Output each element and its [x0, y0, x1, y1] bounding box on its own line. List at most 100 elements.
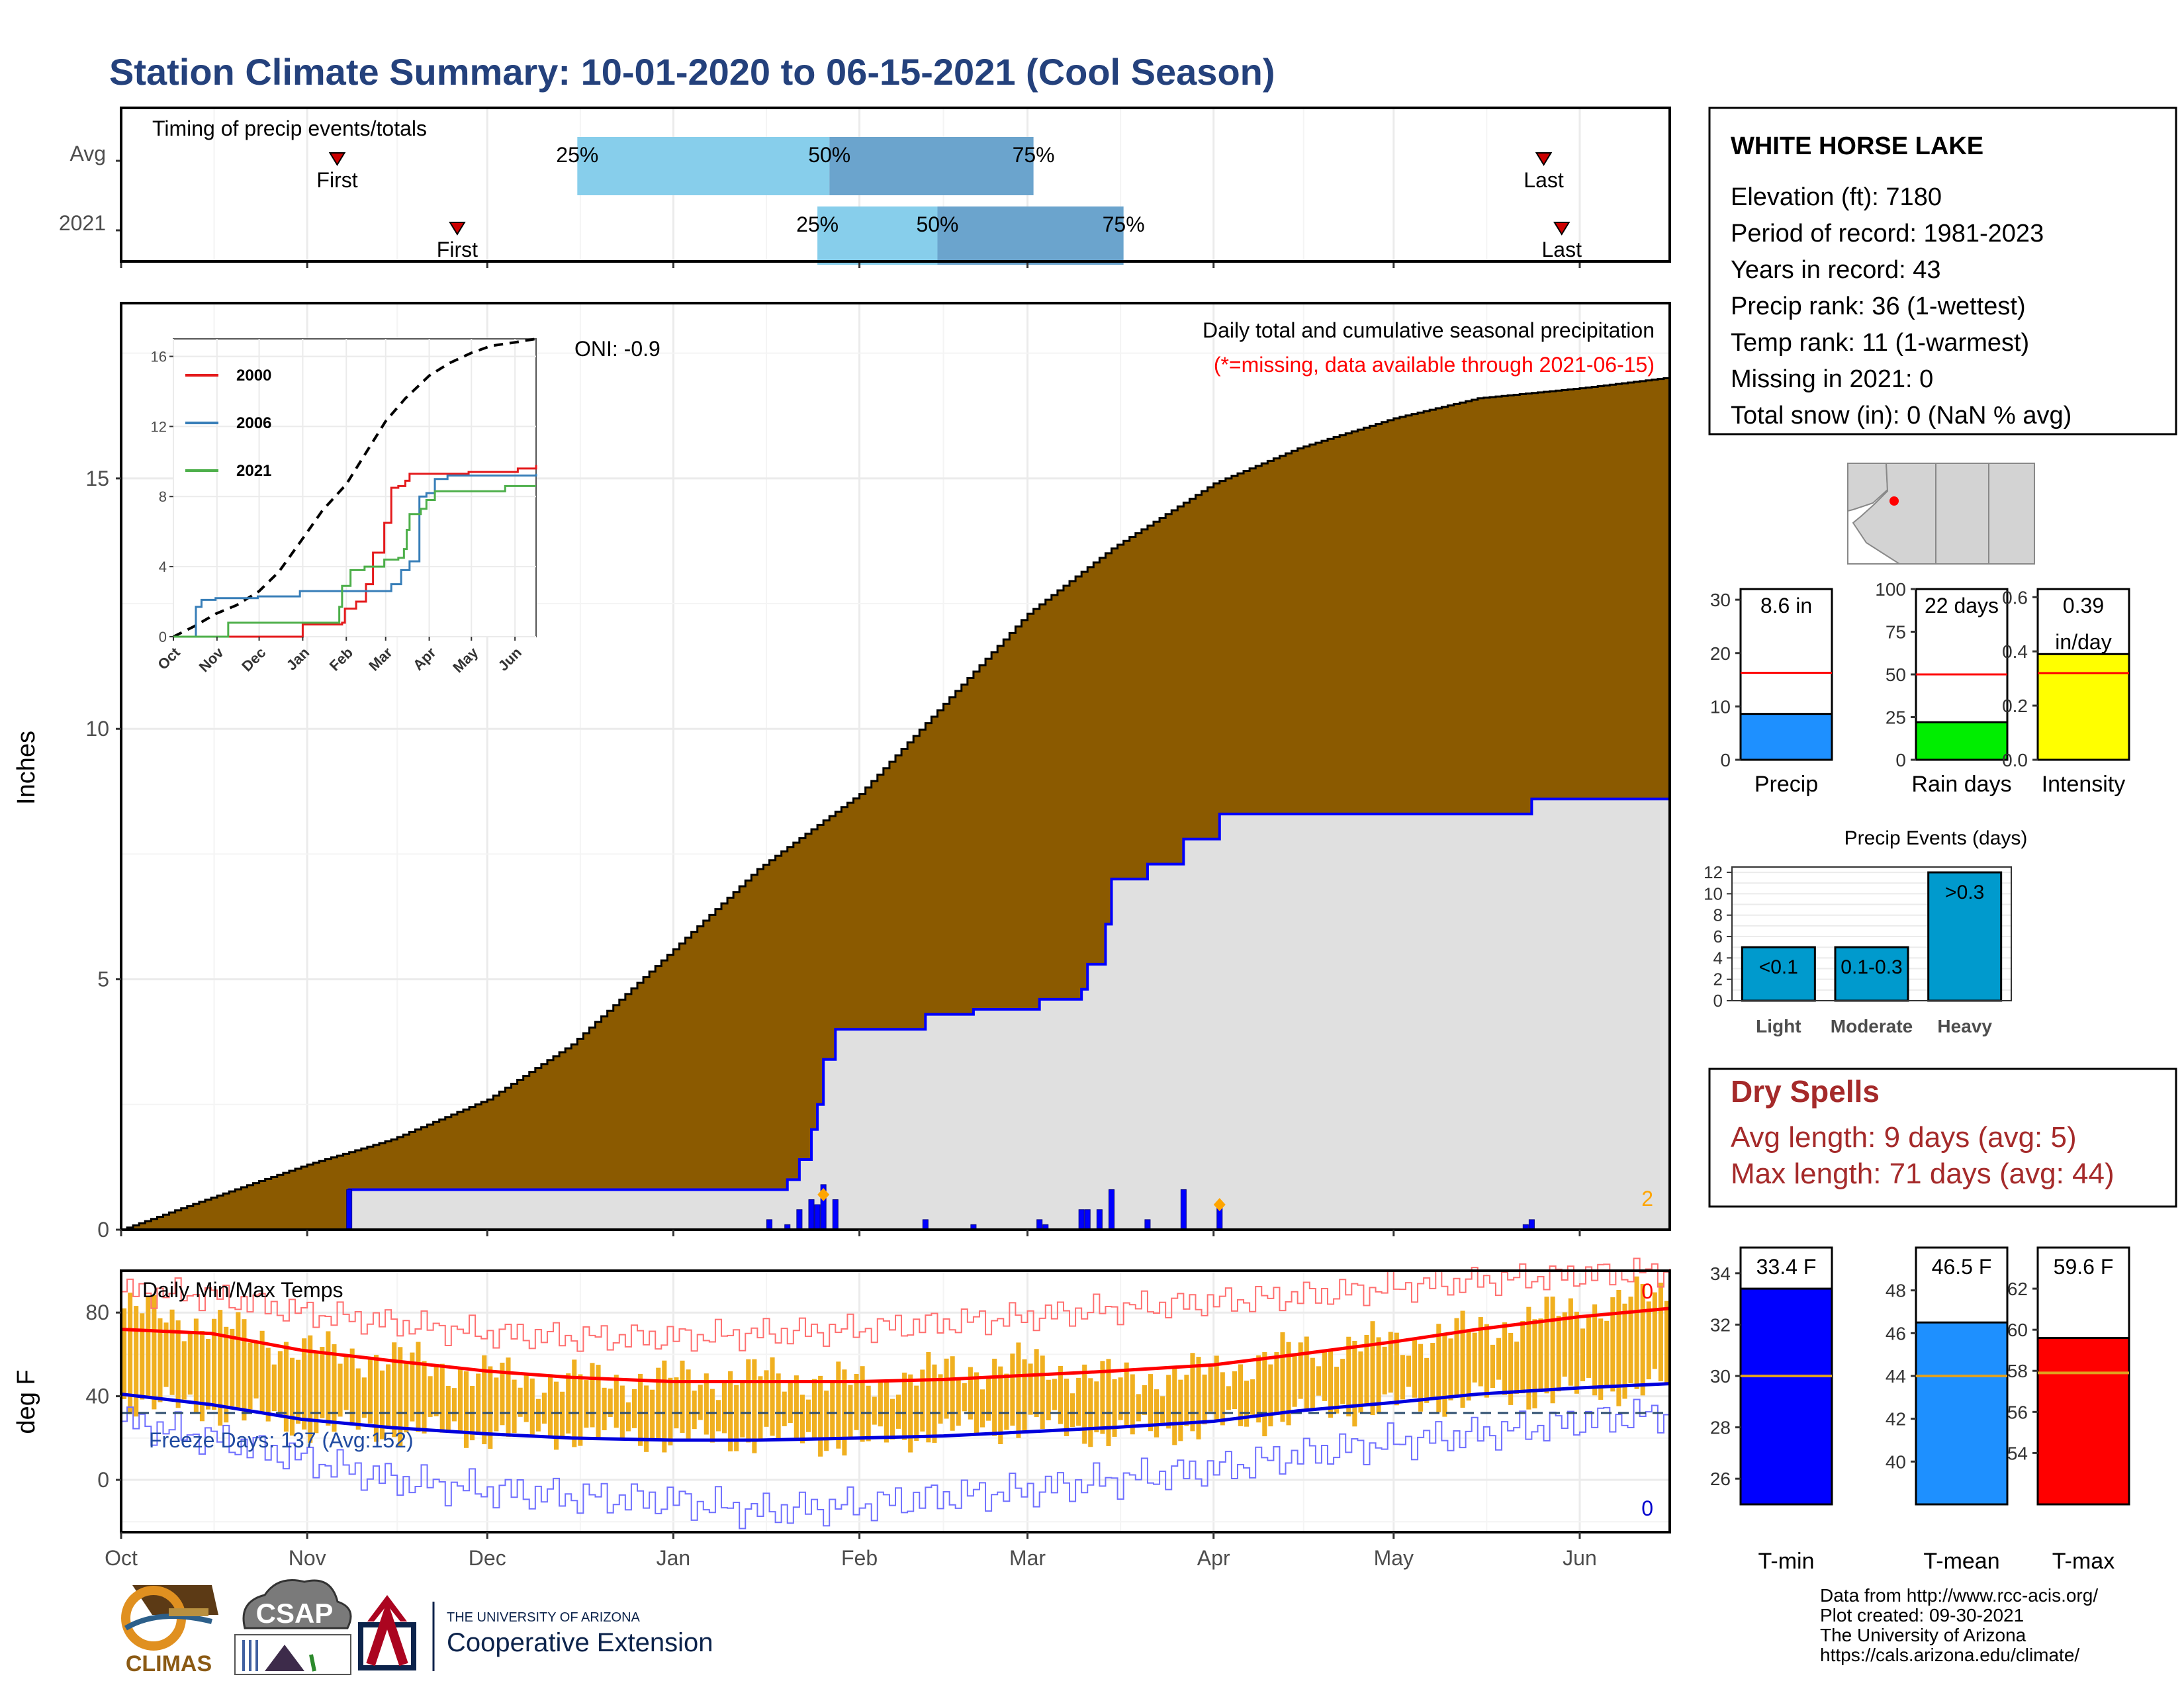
- daily-temp-bar: [1556, 1316, 1561, 1392]
- temp-bar-tick-label: 48: [1886, 1281, 1906, 1301]
- x-tick-label: May: [1374, 1546, 1414, 1570]
- footer-line-1: Data from http://www.rcc-acis.org/: [1820, 1585, 2098, 1606]
- daily-temp-bar: [1064, 1379, 1069, 1437]
- daily-temp-bar: [158, 1318, 163, 1402]
- daily-temp-bar: [535, 1398, 541, 1432]
- daily-temp-bar: [1544, 1297, 1549, 1394]
- inset-y-tick-label: 8: [159, 488, 167, 505]
- daily-temp-bar: [932, 1364, 937, 1443]
- inset-series-line: [173, 473, 537, 638]
- timing-last-label: Last: [1524, 168, 1564, 192]
- y-tick-label: 5: [97, 968, 109, 991]
- timing-p25-label: 25%: [556, 143, 598, 167]
- daily-temp-bar: [908, 1374, 913, 1453]
- daily-temp-bar: [1280, 1332, 1285, 1422]
- temp-bar-tick-label: 30: [1710, 1366, 1731, 1387]
- daily-temp-bar: [758, 1376, 763, 1441]
- daily-temp-bar: [788, 1381, 793, 1424]
- daily-temp-bar: [1658, 1283, 1663, 1381]
- mini-bar-fill: [2036, 653, 2130, 761]
- mini-bar-charts: 8.6 in 0 10 20 30 Precip 22 days 0 25 50 75 100 Rain…: [1710, 579, 2130, 797]
- daily-temp-bar: [944, 1358, 949, 1419]
- daily-temp-bar: [1046, 1379, 1051, 1420]
- timing-row-avg: Avg: [69, 142, 106, 165]
- daily-temp-bar: [1586, 1316, 1592, 1378]
- daily-temp-bar: [566, 1373, 571, 1434]
- daily-temp-bar: [1532, 1319, 1537, 1408]
- daily-temp-bar: [1412, 1338, 1418, 1398]
- daily-temp-bar: [998, 1366, 1003, 1445]
- daily-temp-bar: [128, 1293, 133, 1414]
- mini-bar-tick-label: 50: [1886, 664, 1906, 685]
- daily-temp-bar: [463, 1371, 469, 1448]
- avg-min-line: [120, 1382, 1670, 1442]
- daily-temp-bar: [343, 1355, 349, 1410]
- daily-temp-bar: [860, 1366, 865, 1442]
- daily-temp-bar: [1076, 1377, 1081, 1426]
- timing-p50-label: 50%: [808, 143, 850, 167]
- timing-label: Timing of precip events/totals: [152, 116, 427, 140]
- daily-temp-bar: [1232, 1371, 1237, 1410]
- daily-temp-bar: [1124, 1362, 1129, 1427]
- daily-temp-bar: [1220, 1372, 1225, 1426]
- mini-bar-tick-label: 30: [1710, 590, 1731, 610]
- temp-panel: 0 40 80 deg F Daily Min/Max Temps Freeze D…: [13, 1257, 1671, 1533]
- min-missing: 0: [1641, 1496, 1653, 1520]
- daily-temp-bar: [259, 1330, 265, 1412]
- daily-temp-bar: [338, 1363, 343, 1417]
- mini-bar-tick-label: 0: [1895, 750, 1906, 770]
- daily-temp-bar: [872, 1396, 877, 1425]
- daily-temp-bar: [1454, 1318, 1459, 1397]
- mini-bar-value: 0.39: [2063, 594, 2104, 617]
- temp-bar-label: T-mean: [1923, 1549, 1999, 1574]
- daily-temp-bar: [248, 1342, 253, 1410]
- daily-temp-bar: [457, 1369, 463, 1433]
- timing-bar-upper: [829, 137, 1034, 195]
- x-tick-label: Jun: [1563, 1546, 1597, 1570]
- daily-temp-bar: [308, 1335, 313, 1443]
- temp-bar-t-mean: 46.5 F 40 42 44 46 48 T-mean: [1886, 1246, 2009, 1574]
- daily-temp-bar: [1406, 1355, 1411, 1387]
- mini-bar-label: Rain days: [1911, 772, 2011, 797]
- daily-temp-bar: [1604, 1320, 1610, 1388]
- y-tick-label: 0: [97, 1468, 109, 1492]
- station-box: WHITE HORSE LAKE Elevation (ft): 7180 Per…: [1708, 107, 2177, 435]
- record-max-line: [121, 1257, 1670, 1352]
- daily-temp-bar: [830, 1382, 835, 1440]
- daily-temp-bar: [1082, 1364, 1087, 1444]
- daily-temp-bar: [422, 1361, 427, 1434]
- daily-temp-bar: [205, 1339, 211, 1410]
- daily-temp-bar: [439, 1363, 445, 1433]
- temp-bar-tick-label: 58: [2007, 1361, 2028, 1381]
- daily-temp-bar: [181, 1341, 187, 1400]
- daily-temp-bar: [1550, 1297, 1555, 1404]
- daily-temp-bar: [122, 1308, 127, 1400]
- daily-temp-bar: [416, 1342, 421, 1432]
- climas-text: CLIMAS: [126, 1651, 212, 1676]
- daily-temp-bar: [644, 1385, 649, 1452]
- dry-spells-line1: Avg length: 9 days (avg: 5): [1731, 1121, 2077, 1154]
- daily-temp-bar: [277, 1351, 283, 1412]
- daily-temp-bar: [302, 1338, 307, 1430]
- mini-bar-tick-label: 0.4: [2002, 641, 2028, 662]
- daily-temp-bar: [265, 1348, 271, 1422]
- daily-temp-bar: [1334, 1367, 1340, 1414]
- daily-temp-bar: [1502, 1322, 1508, 1395]
- daily-temp-bar: [218, 1310, 223, 1426]
- record-min-line: [121, 1398, 1670, 1530]
- daily-temp-bar: [518, 1387, 523, 1417]
- daily-temp-bar: [506, 1357, 511, 1437]
- timing-first-label: First: [316, 168, 357, 192]
- daily-temp-bar: [1472, 1332, 1477, 1383]
- temp-bar-fill: [2036, 1337, 2130, 1506]
- temp-summary-bars: 33.4 F 26 28 30 32 34 T-min 46.5 F 40 42 44 46 48 T-m…: [1710, 1246, 2130, 1574]
- temp-bar-value: 46.5 F: [1932, 1255, 1992, 1279]
- daily-temp-bar: [974, 1372, 979, 1435]
- mini-bar-unit: in/day: [2055, 630, 2111, 654]
- daily-temp-bar: [1430, 1343, 1435, 1398]
- daily-temp-bar: [1520, 1320, 1525, 1394]
- daily-temp-bar: [451, 1388, 457, 1422]
- daily-temp-bar: [296, 1359, 301, 1424]
